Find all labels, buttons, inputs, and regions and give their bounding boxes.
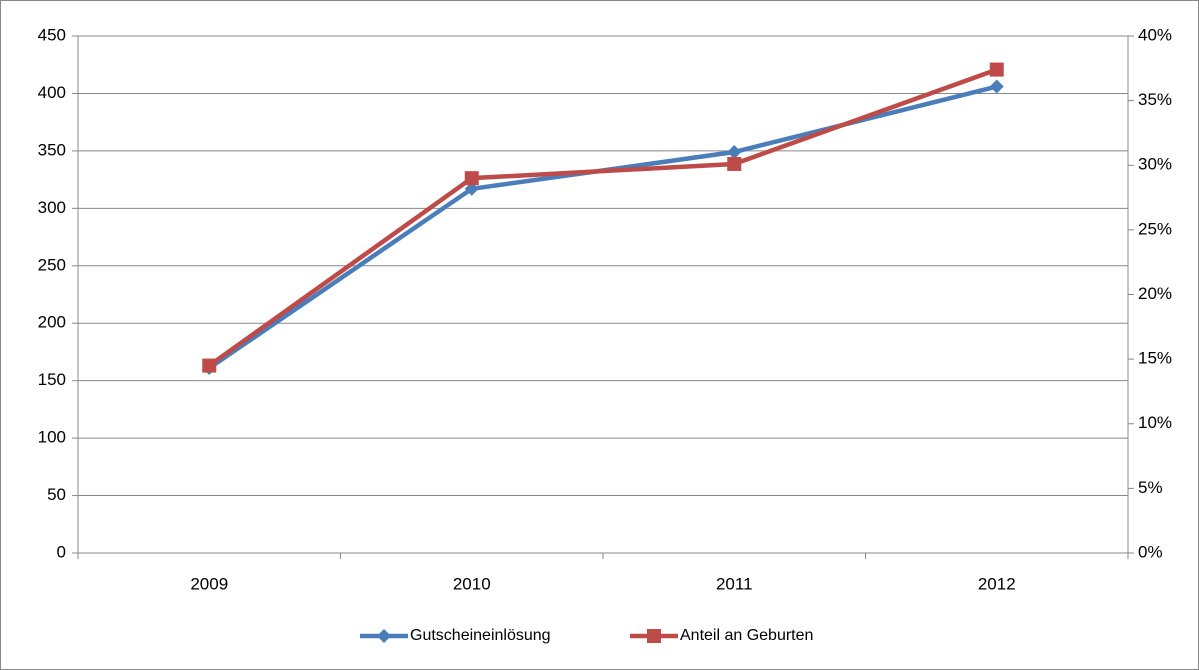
y-tick-label: 50 bbox=[47, 485, 66, 504]
x-tick-label: 2010 bbox=[453, 574, 491, 593]
legend-marker bbox=[377, 629, 391, 643]
data-point bbox=[202, 358, 217, 373]
y-tick-label: 150 bbox=[38, 370, 66, 389]
y2-tick-label: 20% bbox=[1138, 284, 1172, 303]
legend-label: Anteil an Geburten bbox=[680, 627, 813, 644]
y2-tick-label: 40% bbox=[1138, 25, 1172, 44]
y-tick-label: 350 bbox=[38, 140, 66, 159]
y2-tick-label: 10% bbox=[1138, 413, 1172, 432]
y-tick-label: 100 bbox=[38, 428, 66, 447]
y2-tick-label: 15% bbox=[1138, 349, 1172, 368]
y-tick-label: 400 bbox=[38, 83, 66, 102]
data-point bbox=[464, 171, 479, 186]
x-tick-label: 2009 bbox=[190, 574, 228, 593]
y2-tick-label: 5% bbox=[1138, 478, 1163, 497]
y-tick-label: 250 bbox=[38, 255, 66, 274]
data-point bbox=[727, 145, 742, 160]
data-point bbox=[989, 79, 1004, 94]
y-tick-label: 0 bbox=[57, 542, 66, 561]
x-tick-label: 2012 bbox=[978, 574, 1016, 593]
y2-tick-label: 30% bbox=[1138, 155, 1172, 174]
data-point bbox=[989, 62, 1004, 77]
y2-tick-label: 0% bbox=[1138, 542, 1163, 561]
data-point bbox=[464, 181, 479, 196]
y2-tick-label: 35% bbox=[1138, 90, 1172, 109]
legend-label: Gutscheineinlösung bbox=[410, 627, 551, 644]
y2-tick-label: 25% bbox=[1138, 219, 1172, 238]
data-point bbox=[727, 156, 742, 171]
y-tick-label: 450 bbox=[38, 25, 66, 44]
y-tick-label: 300 bbox=[38, 198, 66, 217]
legend-marker bbox=[647, 629, 661, 643]
series-line bbox=[207, 67, 998, 368]
x-tick-label: 2011 bbox=[716, 574, 753, 593]
y-tick-label: 200 bbox=[38, 313, 66, 332]
